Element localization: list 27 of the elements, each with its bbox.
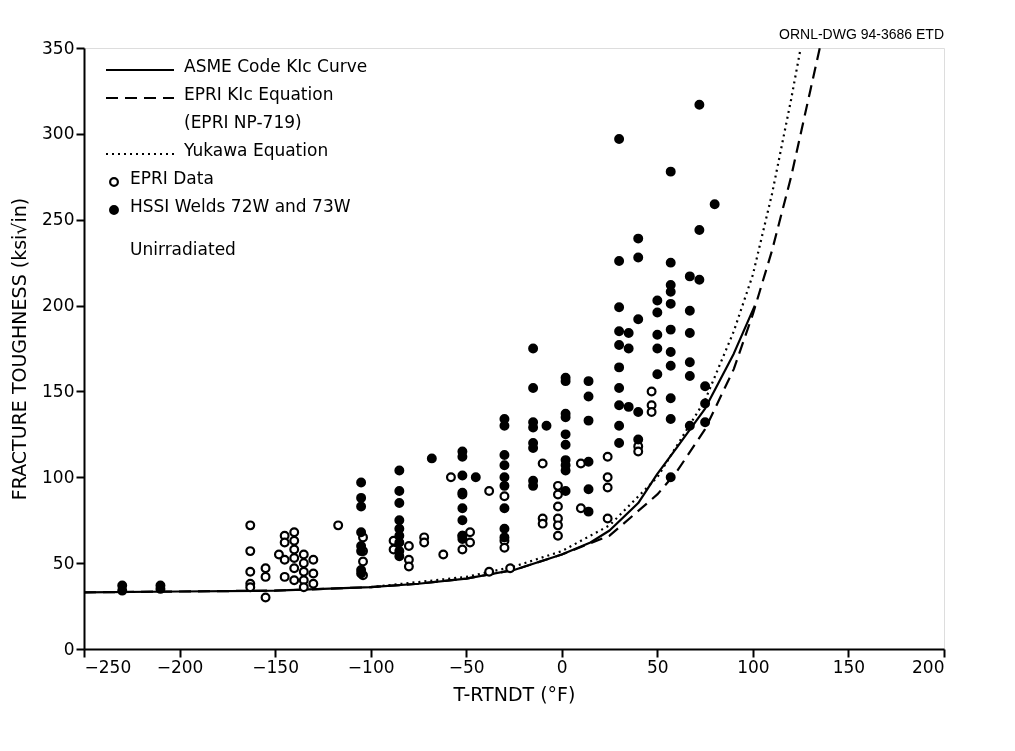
y-tick-label: 150 (42, 380, 75, 401)
x-tick-label: 100 (737, 656, 770, 677)
x-tick-label: −150 (252, 656, 299, 677)
y-tick-label: 200 (42, 295, 75, 316)
y-tick-label: 0 (63, 638, 75, 659)
text: ORNL-DWG 94-3686 ETD (779, 26, 944, 42)
x-tick-label: 200 (912, 656, 945, 677)
x-tick-label: −200 (156, 656, 204, 677)
legend-label: Yukawa Equation (183, 140, 329, 160)
legend-label: ASME Code KIc Curve (184, 56, 368, 76)
legend-label: EPRI KIc Equation (EPRI NP-719) (184, 84, 334, 132)
x-tick-label: −50 (448, 656, 485, 677)
y-tick-label: 250 (42, 209, 75, 230)
x-tick-label: 150 (832, 656, 866, 677)
y-tick-label: 100 (42, 466, 75, 487)
x-tick-label: −100 (347, 656, 395, 677)
x-tick-label: 0 (556, 656, 568, 677)
annotation: Unirradiated (130, 239, 236, 259)
y-tick-label: 350 (42, 37, 75, 58)
y-tick-label: 300 (42, 123, 75, 144)
y-tick-label: 50 (52, 552, 75, 573)
x-tick-label: −250 (84, 656, 132, 677)
legend-label: EPRI Data (130, 168, 214, 188)
y-axis-title: FRACTURE TOUGHNESS (ksi√in) (8, 197, 31, 501)
x-axis-title: T-RTNDT (°F) (452, 682, 576, 705)
x-tick-label: 50 (647, 656, 669, 677)
legend-label: HSSI Welds 72W and 73W (130, 196, 351, 216)
